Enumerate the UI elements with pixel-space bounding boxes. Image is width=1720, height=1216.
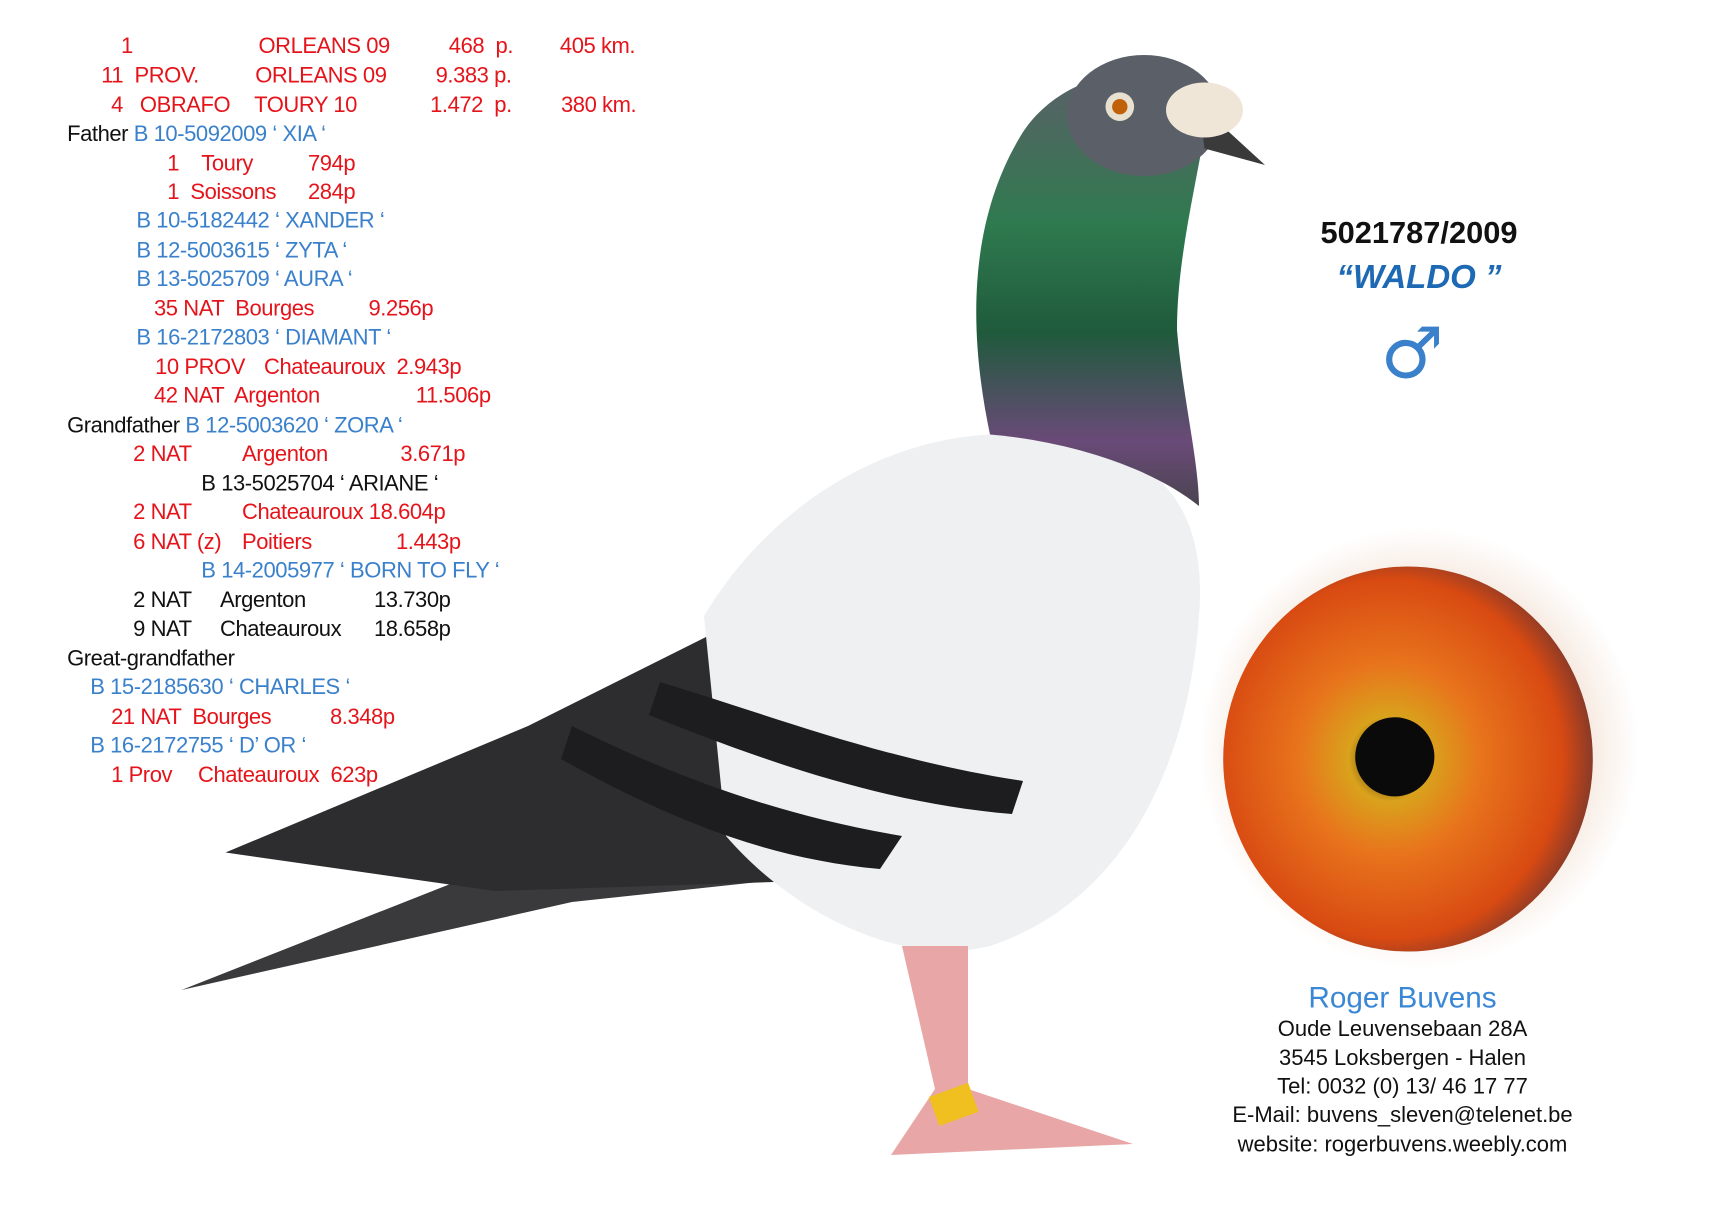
result-race: ORLEANS 09 xyxy=(258,34,391,59)
father-line: Father B 10-5092009 ‘ XIA ‘ xyxy=(67,121,326,147)
ariane-result-birds: 1.443p xyxy=(396,530,461,555)
result-birds: 9.383 p. xyxy=(435,63,512,88)
result-race: ORLEANS 09 xyxy=(255,63,387,88)
diamant-result-place: 10 PROV xyxy=(155,355,245,380)
btf-result-birds: 18.658p xyxy=(374,617,451,642)
pedigree-ring-dor: B 16-2172755 ‘ D’ OR ‘ xyxy=(90,733,306,758)
leg-ring xyxy=(928,1082,979,1127)
ariane-result-race: Chateauroux 18.604p xyxy=(242,500,446,525)
grandfather-label: Grandfather xyxy=(67,413,180,438)
pedigree-ring-aura: B 13-5025709 ‘ AURA ‘ xyxy=(136,267,353,292)
pigeon-head xyxy=(1067,55,1221,176)
address-street: Oude Leuvensebaan 28A xyxy=(1277,1017,1528,1042)
grandfather-line: Grandfather B 12-5003620 ‘ ZORA ‘ xyxy=(67,413,403,439)
ariane-result-place: 2 NAT xyxy=(133,500,192,525)
zora-result-birds: 3.671p xyxy=(400,442,466,467)
father-ring: B 10-5092009 ‘ XIA ‘ xyxy=(133,122,326,147)
pedigree-ring-born-to-fly: B 14-2005977 ‘ BORN TO FLY ‘ xyxy=(201,558,500,583)
charles-result-birds: 8.348p xyxy=(330,705,395,730)
aura-result-race: 35 NAT Bourges xyxy=(154,297,315,322)
grandfather-ring: B 12-5003620 ‘ ZORA ‘ xyxy=(185,413,403,438)
website: website: rogerbuvens.weebly.com xyxy=(1237,1133,1568,1158)
ariane-result-race: Poitiers xyxy=(242,530,312,555)
pedigree-ring-ariane: B 13-5025704 ‘ ARIANE ‘ xyxy=(201,471,439,497)
father-label: Father xyxy=(67,122,129,147)
result-place: 11 PROV. xyxy=(101,63,199,88)
pigeon-cere xyxy=(1166,82,1243,138)
diamant-result-race: Chateauroux 2.943p xyxy=(264,355,462,380)
btf-result-place: 9 NAT xyxy=(133,617,192,642)
pedigree-ring-zyta: B 12-5003615 ‘ ZYTA ‘ xyxy=(136,238,347,263)
btf-result-race: Argenton xyxy=(220,588,306,613)
owner-name: Roger Buvens xyxy=(1308,981,1497,1015)
result-distance: 405 km. xyxy=(559,34,636,59)
btf-result-place: 2 NAT xyxy=(133,588,192,613)
btf-result-birds: 13.730p xyxy=(374,588,451,613)
result-place: 4 OBRAFO xyxy=(111,93,231,118)
diamant-result-birds: 11.506p xyxy=(415,383,491,409)
father-result-birds: 794p xyxy=(308,151,356,176)
pigeon-wing-bars xyxy=(561,682,1023,869)
pigeon-name: “WALDO ” xyxy=(1336,259,1502,296)
male-symbol-icon: ♂ xyxy=(1380,313,1444,395)
pigeon-body xyxy=(704,434,1201,951)
pigeon-legs xyxy=(891,946,1133,1155)
pedigree-ring-charles: B 15-2185630 ‘ CHARLES ‘ xyxy=(90,675,350,700)
address-city: 3545 Loksbergen - Halen xyxy=(1278,1046,1527,1071)
pigeon-neck xyxy=(976,72,1210,506)
result-birds: 1.472 p. xyxy=(430,93,512,118)
dor-result-place: 1 Prov xyxy=(111,763,173,788)
dor-result-race: Chateauroux 623p xyxy=(198,763,378,788)
charles-result-race: 21 NAT Bourges xyxy=(111,705,272,730)
aura-result-birds: 9.256p xyxy=(368,297,434,322)
eye-pupil xyxy=(1355,717,1435,797)
result-birds: 468 p. xyxy=(448,34,514,59)
father-result-race: 1 Toury xyxy=(167,151,253,176)
email: E-Mail: buvens_sleven@telenet.be xyxy=(1232,1103,1573,1128)
telephone: Tel: 0032 (0) 13/ 46 17 77 xyxy=(1277,1074,1528,1099)
father-result-race: 1 Soissons xyxy=(167,180,277,205)
great-grandfather-label: Great-grandfather xyxy=(67,646,235,671)
pedigree-ring-xander: B 10-5182442 ‘ XANDER ‘ xyxy=(136,209,385,234)
zora-result-race: Argenton xyxy=(242,442,328,467)
ring-number: 5021787/2009 xyxy=(1320,215,1518,250)
result-place: 1 xyxy=(121,34,133,59)
ariane-result-place: 6 NAT (z) xyxy=(133,530,222,555)
zora-result-place: 2 NAT xyxy=(133,442,192,467)
pedigree-ring-diamant: B 16-2172803 ‘ DIAMANT ‘ xyxy=(136,325,391,350)
father-result-birds: 284p xyxy=(308,180,356,205)
result-distance: 380 km. xyxy=(561,93,637,118)
diamant-result-race: 42 NAT Argenton xyxy=(154,383,320,409)
btf-result-race: Chateauroux xyxy=(220,617,342,642)
result-race: TOURY 10 xyxy=(254,93,357,118)
